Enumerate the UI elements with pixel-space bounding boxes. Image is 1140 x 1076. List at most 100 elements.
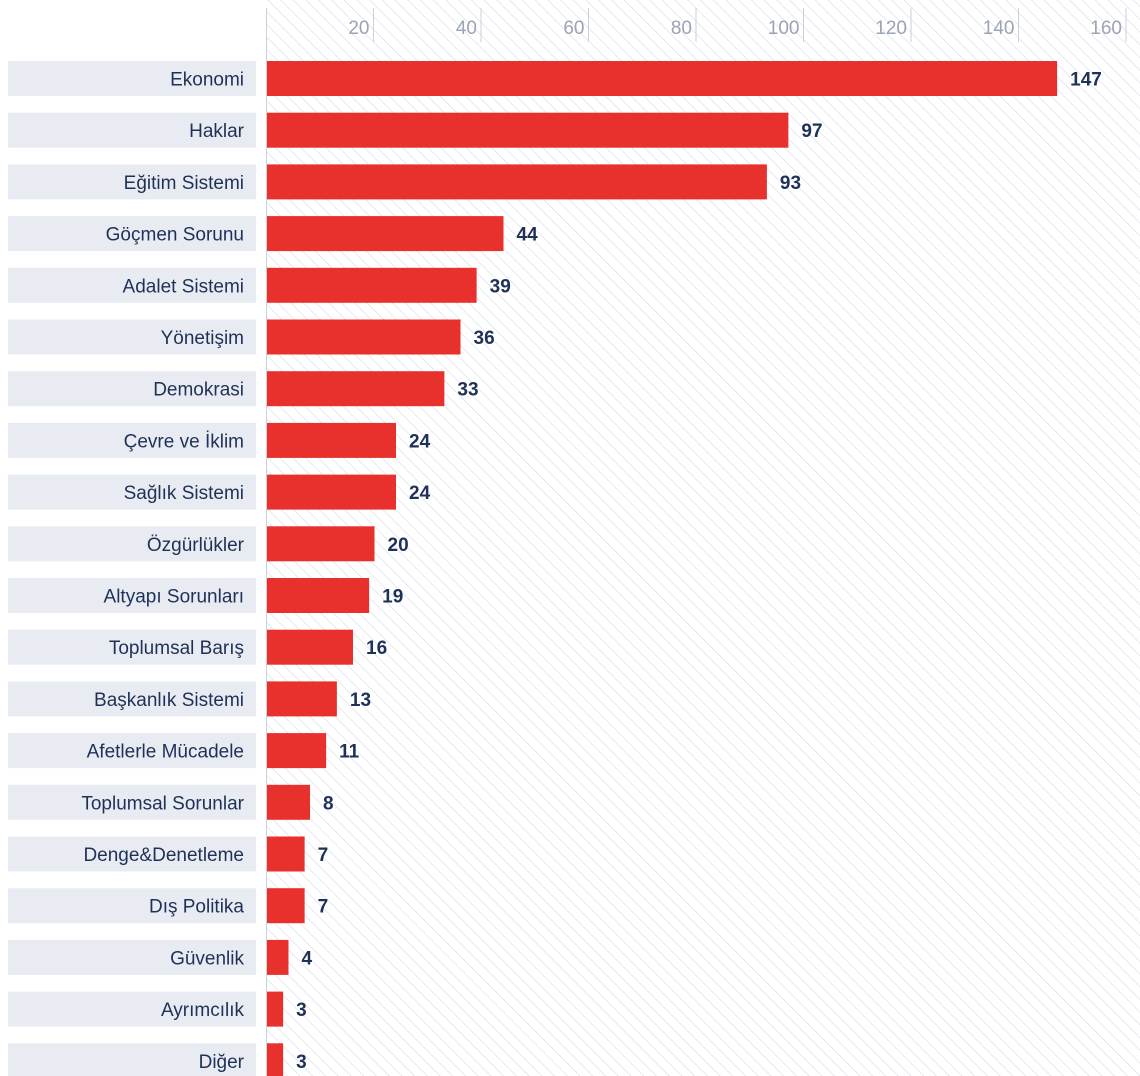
category-label-background [8, 784, 256, 820]
category-label-background [8, 474, 256, 510]
category-label: Dış Politika [149, 897, 244, 918]
category-label-background [8, 319, 256, 355]
bar [267, 629, 353, 665]
bar-row: Diğer 3 [8, 1043, 307, 1076]
category-label-background [8, 61, 256, 96]
value-label: 93 [780, 173, 801, 194]
category-label: Özgürlükler [147, 535, 245, 556]
category-label-background [8, 939, 256, 975]
bar [267, 422, 396, 458]
value-label: 19 [382, 587, 403, 608]
bar [267, 836, 305, 872]
x-tick-label: 20 [348, 18, 369, 39]
bar-row: Güvenlik 4 [8, 939, 313, 975]
bar-row: Adalet Sistemi 39 [8, 267, 511, 303]
bar-row: Çevre ve İklim 24 [8, 422, 431, 458]
bar [267, 939, 289, 975]
value-label: 13 [350, 690, 371, 711]
bar-row: Afetlerle Mücadele 11 [8, 733, 360, 769]
value-label: 8 [323, 793, 334, 814]
x-tick-label: 40 [456, 18, 477, 39]
value-label: 24 [409, 431, 431, 452]
gridlines [373, 8, 1127, 42]
value-label: 33 [457, 380, 478, 401]
value-label: 20 [388, 535, 409, 556]
bar-row: Yönetişim 36 [8, 319, 495, 355]
bar [267, 216, 504, 252]
category-label: Afetlerle Mücadele [87, 742, 244, 763]
category-label: Adalet Sistemi [123, 276, 244, 297]
category-label-background [8, 371, 256, 407]
category-label: Göçmen Sorunu [106, 225, 244, 246]
bar-row: Altyapı Sorunları 19 [8, 578, 403, 613]
bar-rows: Ekonomi 147 Haklar 97 Eğitim Sistemi 93 Göçmen… [8, 61, 1102, 1076]
bar [267, 474, 396, 510]
bar-row: Özgürlükler 20 [8, 526, 409, 562]
bar-row: Ayrımcılık 3 [8, 991, 307, 1027]
category-label-background [8, 267, 256, 303]
value-label: 39 [490, 276, 511, 297]
bar [267, 371, 445, 407]
category-label: Ayrımcılık [161, 1000, 245, 1021]
x-tick-label: 120 [875, 18, 907, 39]
bar [267, 112, 789, 148]
category-label-background [8, 888, 256, 924]
category-label: Yönetişim [161, 328, 244, 349]
category-label-background [8, 681, 256, 717]
bar-row: Toplumsal Sorunlar 8 [8, 784, 334, 820]
bar [267, 61, 1058, 96]
bar-row: Başkanlık Sistemi 13 [8, 681, 371, 717]
bar-row: Ekonomi 147 [8, 61, 1102, 96]
x-tick-label: 60 [563, 18, 584, 39]
bar-row: Toplumsal Barış 16 [8, 629, 387, 665]
value-label: 36 [474, 328, 495, 349]
x-tick-label: 140 [983, 18, 1015, 39]
x-tick-label: 160 [1090, 18, 1122, 39]
bar-row: Haklar 97 [8, 112, 823, 148]
category-label: Diğer [199, 1052, 245, 1073]
category-label-background [8, 733, 256, 769]
bar [267, 526, 375, 562]
category-label: Başkanlık Sistemi [94, 690, 244, 711]
value-label: 16 [366, 638, 387, 659]
bar-row: Denge&Denetleme 7 [8, 836, 328, 872]
bar-row: Dış Politika 7 [8, 888, 329, 924]
category-label-background [8, 112, 256, 148]
bar [267, 164, 767, 200]
category-label: Altyapı Sorunları [104, 587, 244, 608]
x-tick-label: 100 [768, 18, 800, 39]
category-label: Sağlık Sistemi [124, 483, 244, 504]
bar [267, 733, 327, 769]
value-label: 3 [296, 1052, 307, 1073]
x-axis-ticks: 20 40 60 80 100 120 140 160 [348, 18, 1122, 39]
category-label-background [8, 1043, 256, 1076]
bar-row: Eğitim Sistemi 93 [8, 164, 801, 200]
value-label: 3 [296, 1000, 307, 1021]
category-label-background [8, 836, 256, 872]
value-label: 7 [318, 897, 329, 918]
category-label: Güvenlik [170, 948, 244, 969]
category-label-background [8, 578, 256, 613]
category-label: Eğitim Sistemi [124, 173, 244, 194]
value-label: 97 [801, 121, 822, 142]
category-label-background [8, 629, 256, 665]
category-label-background [8, 526, 256, 562]
category-label: Haklar [189, 121, 245, 142]
bar-row: Sağlık Sistemi 24 [8, 474, 431, 510]
bar [267, 784, 310, 820]
category-label-background [8, 422, 256, 458]
bar [267, 888, 305, 924]
bar [267, 267, 477, 303]
category-label-background [8, 164, 256, 200]
bar [267, 319, 461, 355]
bar [267, 1043, 284, 1076]
category-label: Denge&Denetleme [83, 845, 244, 866]
category-label: Ekonomi [170, 70, 244, 91]
value-label: 4 [302, 948, 313, 969]
x-tick-label: 80 [671, 18, 692, 39]
category-label: Demokrasi [153, 380, 244, 401]
value-label: 44 [517, 225, 539, 246]
bar-row: Demokrasi 33 [8, 371, 479, 407]
category-label-background [8, 216, 256, 252]
